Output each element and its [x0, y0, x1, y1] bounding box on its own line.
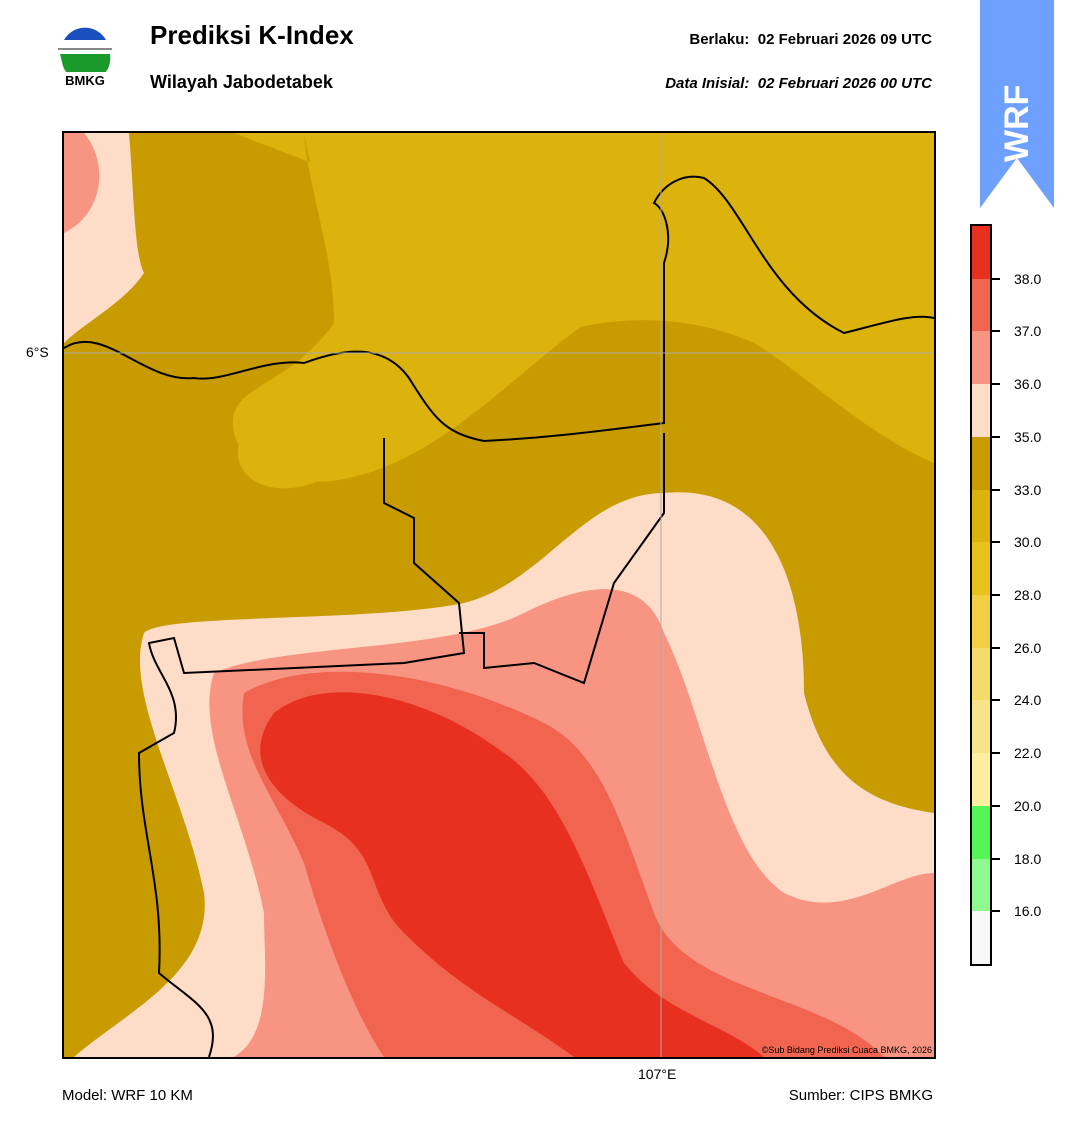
- colorbar-label: 16.0: [1014, 903, 1042, 920]
- colorbar-label: 24.0: [1014, 692, 1042, 709]
- colorbar-tick: [990, 594, 1000, 596]
- valid-time: Berlaku: 02 Februari 2026 09 UTC: [689, 31, 932, 48]
- colorbar-label: 33.0: [1014, 481, 1042, 498]
- colorbar-label: 38.0: [1014, 270, 1042, 287]
- colorbar-swatch: [972, 542, 990, 596]
- colorbar-label: 37.0: [1014, 323, 1042, 340]
- source-label: Sumber: CIPS BMKG: [788, 1087, 933, 1104]
- colorbar-label: 35.0: [1014, 428, 1042, 445]
- colorbar-tick: [990, 277, 1000, 280]
- colorbar-tick: [990, 383, 1000, 386]
- colorbar-tick: [990, 752, 1000, 755]
- colorbar-swatch: [972, 489, 990, 543]
- colorbar-swatch: [972, 384, 990, 437]
- colorbar-tick: [990, 646, 1000, 649]
- bmkg-logo: BMKG: [54, 22, 116, 88]
- wrf-badge: WRF: [980, 0, 1054, 208]
- colorbar-label: 26.0: [1014, 639, 1042, 656]
- colorbar-swatch: [972, 647, 990, 701]
- colorbar-tick: [990, 541, 1000, 544]
- colorbar-swatch: [972, 331, 990, 385]
- colorbar-swatch: [972, 595, 990, 648]
- colorbar-tick: [990, 488, 1000, 491]
- colorbar-tick: [990, 435, 1000, 438]
- model-label: Model: WRF 10 KM: [62, 1087, 193, 1104]
- init-time: Data Inisial: 02 Februari 2026 00 UTC: [665, 75, 932, 92]
- region-subtitle: Wilayah Jabodetabek: [150, 72, 333, 92]
- colorbar-label: 36.0: [1014, 376, 1042, 393]
- lat-tick-label: 6°S: [26, 344, 49, 360]
- colorbar-label: 18.0: [1014, 850, 1042, 867]
- k-index-map: ©Sub Bidang Prediksi Cuaca BMKG, 2026: [62, 131, 936, 1059]
- map-credit: ©Sub Bidang Prediksi Cuaca BMKG, 2026: [761, 1045, 932, 1055]
- colorbar-swatch: [972, 858, 990, 912]
- colorbar-swatch: [972, 436, 990, 490]
- colorbar-tick: [990, 330, 1000, 333]
- colorbar-swatch: [972, 753, 990, 806]
- colorbar-label: 28.0: [1014, 587, 1042, 603]
- wrf-label: WRF: [998, 84, 1036, 162]
- colorbar-swatch: [972, 805, 990, 859]
- colorbar-tick: [990, 804, 1000, 807]
- colorbar: [970, 224, 992, 966]
- colorbar-label: 20.0: [1014, 797, 1042, 814]
- colorbar-tick: [990, 910, 1000, 913]
- colorbar-label: 22.0: [1014, 745, 1042, 762]
- colorbar-tick: [990, 699, 1000, 702]
- colorbar-swatch: [972, 278, 990, 332]
- lon-tick-label: 107°E: [638, 1066, 677, 1082]
- page-title: Prediksi K-Index: [150, 20, 354, 50]
- colorbar-swatch: [972, 226, 990, 279]
- colorbar-swatch: [972, 911, 990, 965]
- colorbar-swatch: [972, 700, 990, 754]
- logo-text: BMKG: [65, 73, 105, 88]
- colorbar-tick: [990, 857, 1000, 860]
- colorbar-label: 30.0: [1014, 534, 1042, 551]
